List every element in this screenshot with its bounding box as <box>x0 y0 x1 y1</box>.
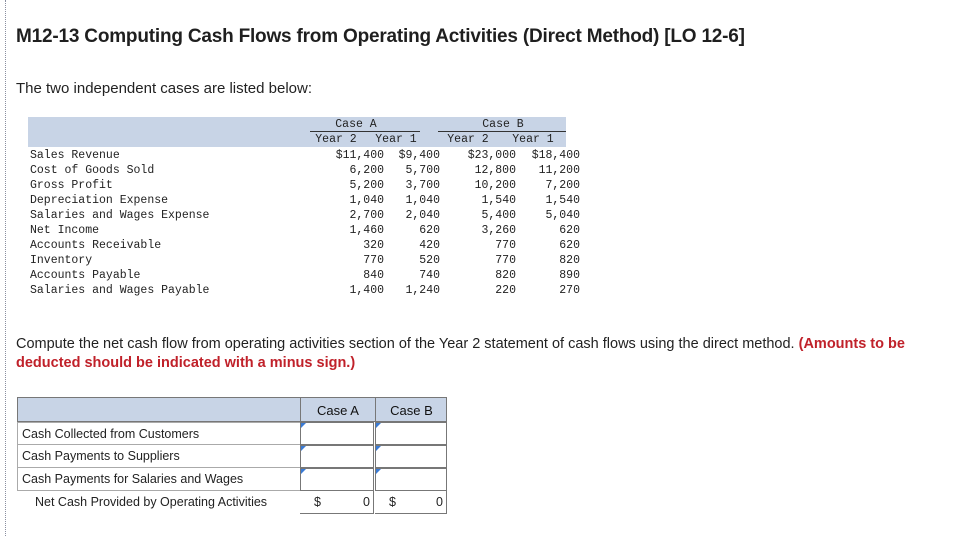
question-instruction: Compute the net cash flow from operating… <box>16 336 795 352</box>
payments-salaries-case-a-input[interactable] <box>300 468 374 491</box>
data-cell-a2: 770 <box>363 254 384 267</box>
data-cell-b1: 270 <box>559 284 580 297</box>
payments-suppliers-case-a-input[interactable] <box>300 445 374 468</box>
answer-row-label: Cash Payments for Salaries and Wages <box>17 468 301 491</box>
data-row-label: Net Income <box>30 224 100 237</box>
input-flag-icon <box>301 469 306 474</box>
case-a-year2-header: Year 2 <box>315 133 357 146</box>
data-cell-a1: 2,040 <box>405 209 440 222</box>
question-text: Compute the net cash flow from operating… <box>16 335 956 373</box>
page-title: M12-13 Computing Cash Flows from Operati… <box>16 26 745 47</box>
data-cell-b2: 3,260 <box>481 224 516 237</box>
frame-border <box>5 0 6 536</box>
case-a-header: Case A <box>335 118 377 131</box>
case-b-header: Case B <box>482 118 524 131</box>
data-cell-b1: 620 <box>559 224 580 237</box>
answer-table-header: Case A Case B <box>17 397 447 423</box>
data-cell-b1: 890 <box>559 269 580 282</box>
data-cell-b1: 7,200 <box>545 179 580 192</box>
cash-collected-case-b-input[interactable] <box>375 422 447 445</box>
data-cell-b2: 770 <box>495 239 516 252</box>
data-cell-b2: 1,540 <box>481 194 516 207</box>
input-flag-icon <box>376 469 381 474</box>
data-cell-a2: 320 <box>363 239 384 252</box>
data-cell-a1: 3,700 <box>405 179 440 192</box>
data-row-label: Sales Revenue <box>30 149 120 162</box>
cash-collected-case-a-input[interactable] <box>300 422 374 445</box>
total-case-b: $ 0 <box>375 491 447 514</box>
data-cell-a1: 5,700 <box>405 164 440 177</box>
total-case-a: $ 0 <box>300 491 374 514</box>
answer-col-case-a: Case A <box>300 398 375 423</box>
currency-symbol: $ <box>314 495 321 509</box>
data-cell-a2: $11,400 <box>335 149 384 162</box>
data-row-label: Salaries and Wages Expense <box>30 209 210 222</box>
data-cell-a1: 1,040 <box>405 194 440 207</box>
data-cell-a1: 520 <box>419 254 440 267</box>
data-table-header-band <box>28 117 566 147</box>
data-row-label: Salaries and Wages Payable <box>30 284 210 297</box>
data-cell-a1: 620 <box>419 224 440 237</box>
data-cell-a2: 1,400 <box>349 284 384 297</box>
case-b-year2-header: Year 2 <box>447 133 489 146</box>
input-flag-icon <box>301 423 306 428</box>
input-flag-icon <box>301 446 306 451</box>
currency-symbol: $ <box>389 495 396 509</box>
question-emphasis: (Amounts to be deducted should be indica… <box>16 336 905 371</box>
data-cell-b2: 10,200 <box>474 179 516 192</box>
data-cell-a1: 420 <box>419 239 440 252</box>
answer-total-label: Net Cash Provided by Operating Activitie… <box>35 495 268 509</box>
data-cell-b1: 820 <box>559 254 580 267</box>
data-cell-b1: 1,540 <box>545 194 580 207</box>
data-cell-a1: 1,240 <box>405 284 440 297</box>
payments-suppliers-case-b-input[interactable] <box>375 445 447 468</box>
data-cell-b2: $23,000 <box>467 149 516 162</box>
data-cell-a2: 5,200 <box>349 179 384 192</box>
data-cell-a2: 840 <box>363 269 384 282</box>
case-b-year1-header: Year 1 <box>512 133 554 146</box>
total-case-a-value: 0 <box>363 495 370 509</box>
case-b-underline <box>438 131 566 132</box>
case-a-underline <box>310 131 420 132</box>
data-cell-b1: $18,400 <box>531 149 580 162</box>
answer-row-label: Cash Payments to Suppliers <box>17 445 301 468</box>
data-cell-b2: 220 <box>495 284 516 297</box>
data-cell-b1: 620 <box>559 239 580 252</box>
data-cell-b2: 5,400 <box>481 209 516 222</box>
total-case-b-value: 0 <box>436 495 443 509</box>
data-cell-b2: 770 <box>495 254 516 267</box>
data-cell-a2: 1,040 <box>349 194 384 207</box>
payments-salaries-case-b-input[interactable] <box>375 468 447 491</box>
data-cell-a1: $9,400 <box>398 149 440 162</box>
data-cell-b2: 820 <box>495 269 516 282</box>
case-a-year1-header: Year 1 <box>375 133 417 146</box>
input-flag-icon <box>376 446 381 451</box>
data-cell-a2: 6,200 <box>349 164 384 177</box>
data-cell-a2: 2,700 <box>349 209 384 222</box>
data-row-label: Cost of Goods Sold <box>30 164 155 177</box>
answer-row-label: Cash Collected from Customers <box>17 422 301 445</box>
data-row-label: Depreciation Expense <box>30 194 169 207</box>
intro-text: The two independent cases are listed bel… <box>16 80 313 97</box>
answer-col-case-b: Case B <box>375 398 447 423</box>
data-row-label: Accounts Payable <box>30 269 141 282</box>
data-cell-b1: 5,040 <box>545 209 580 222</box>
data-row-label: Gross Profit <box>30 179 113 192</box>
data-cell-b2: 12,800 <box>474 164 516 177</box>
data-row-label: Inventory <box>30 254 93 267</box>
data-cell-b1: 11,200 <box>538 164 580 177</box>
data-row-label: Accounts Receivable <box>30 239 162 252</box>
data-cell-a1: 740 <box>419 269 440 282</box>
input-flag-icon <box>376 423 381 428</box>
data-cell-a2: 1,460 <box>349 224 384 237</box>
